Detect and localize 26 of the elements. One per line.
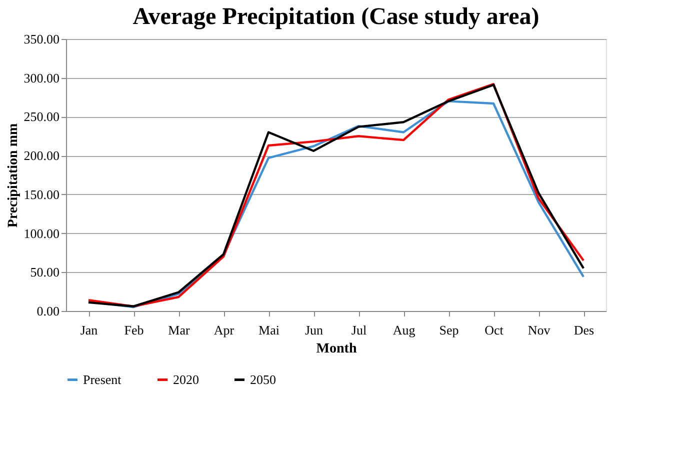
y-tick-label: 350.00 (24, 32, 60, 46)
x-tick-label: Nov (528, 322, 551, 338)
x-tick-label: Aug (392, 322, 416, 338)
y-tick-label: 300.00 (24, 70, 60, 86)
x-tick-label: Mar (168, 322, 190, 338)
legend-label: 2020 (173, 372, 199, 387)
y-tick-label: 150.00 (24, 186, 60, 202)
y-axis-title: Precipitation mm (6, 123, 21, 228)
y-tick-label: 200.00 (24, 148, 60, 164)
x-tick-label: Sep (439, 322, 459, 338)
legend-label: Present (83, 372, 122, 387)
y-tick-label: 250.00 (24, 109, 60, 124)
x-axis-title: Month (316, 342, 357, 356)
chart-title: Average Precipitation (Case study area) (132, 4, 540, 30)
x-tick-label: Des (574, 322, 594, 338)
x-tick-label: Feb (124, 322, 144, 338)
x-tick-label: Apr (214, 322, 235, 338)
x-tick-label: Jan (80, 322, 98, 338)
y-tick-label: 50.00 (30, 264, 60, 280)
x-tick-label: Oct (484, 322, 504, 338)
legend-label: 2050 (250, 372, 276, 387)
x-tick-label: Mai (258, 322, 280, 338)
y-tick-label: 0.00 (36, 304, 60, 318)
y-tick-label: 100.00 (24, 226, 60, 241)
x-tick-label: Jun (304, 322, 324, 338)
x-tick-label: Jul (351, 322, 367, 338)
